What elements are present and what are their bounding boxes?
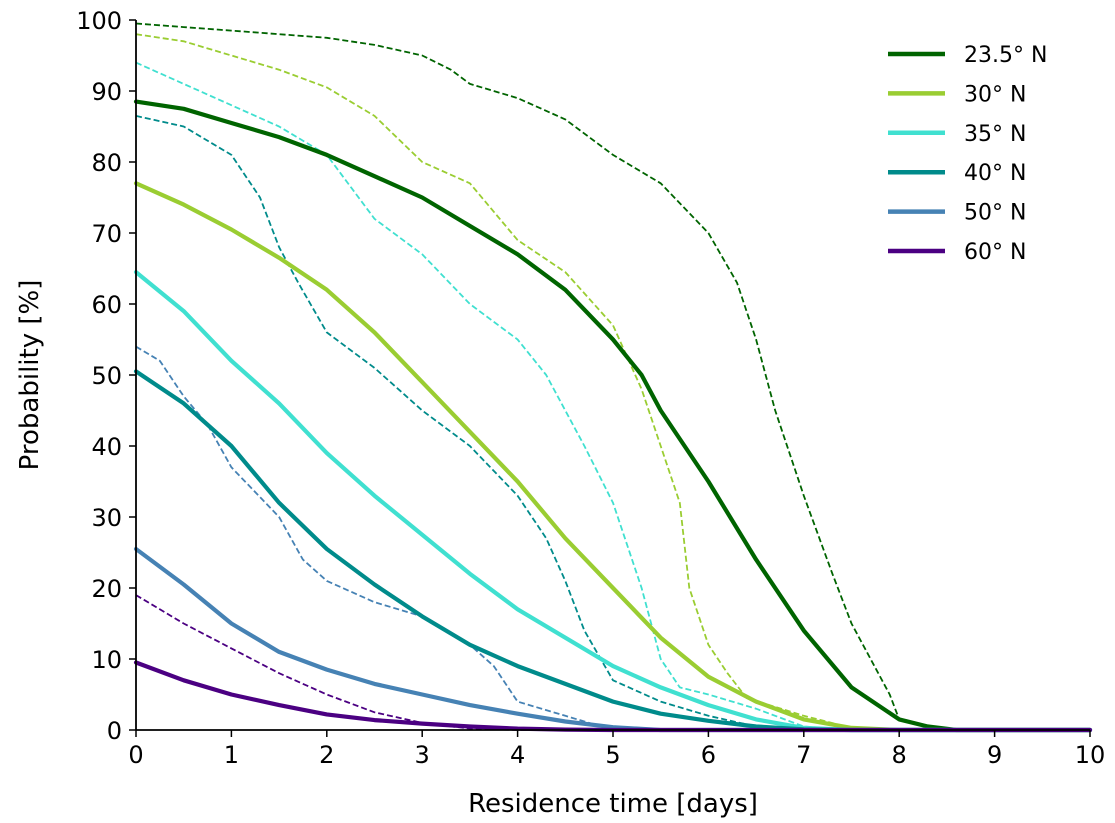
series-solid-line — [133, 369, 1093, 733]
x-ticks: 0 1 2 3 4 5 6 7 8 9 10 — [128, 730, 1105, 769]
x-tick-label: 4 — [510, 741, 525, 769]
x-tick-label: 1 — [224, 741, 239, 769]
series-dashed-line — [135, 61, 1090, 731]
x-tick-label: 6 — [701, 741, 716, 769]
series-dashed-line — [135, 33, 1090, 731]
x-axis-label: Residence time [days] — [468, 789, 758, 819]
series-dashed-line — [135, 115, 1090, 731]
x-tick-label: 10 — [1075, 741, 1106, 769]
y-ticks: 0 10 20 30 40 50 60 70 80 90 100 — [76, 7, 136, 745]
y-tick-label: 80 — [91, 149, 122, 177]
series-dashed-line — [135, 594, 1090, 731]
y-tick-label: 20 — [91, 575, 122, 603]
y-tick-label: 70 — [91, 220, 122, 248]
series-solid-line — [133, 181, 1093, 733]
y-tick-label: 0 — [107, 717, 122, 745]
x-tick-label: 0 — [128, 741, 143, 769]
y-tick-label: 100 — [76, 7, 122, 35]
y-tick-label: 30 — [91, 504, 122, 532]
legend-label: 30° N — [964, 82, 1026, 107]
series-solid-line — [133, 546, 1093, 733]
legend-label: 23.5° N — [964, 43, 1047, 68]
series-dashed-line — [135, 345, 1090, 731]
x-tick-label: 9 — [987, 741, 1002, 769]
y-tick-label: 40 — [91, 433, 122, 461]
y-tick-label: 50 — [91, 362, 122, 390]
legend-label: 50° N — [964, 201, 1026, 226]
series-dashed-line — [135, 22, 1090, 731]
x-tick-label: 7 — [796, 741, 811, 769]
series-layer — [133, 22, 1093, 733]
legend-label: 35° N — [964, 122, 1026, 147]
x-tick-label: 8 — [892, 741, 907, 769]
legend-label: 40° N — [964, 161, 1026, 186]
x-tick-label: 2 — [319, 741, 334, 769]
y-axis-label: Probability [%] — [15, 280, 45, 471]
x-tick-label: 5 — [605, 741, 620, 769]
y-tick-label: 10 — [91, 646, 122, 674]
legend: 23.5° N 30° N 35° N 40° N 50° N 60° N — [888, 43, 1047, 265]
y-tick-label: 90 — [91, 78, 122, 106]
x-tick-label: 3 — [415, 741, 430, 769]
y-tick-label: 60 — [91, 291, 122, 319]
legend-label: 60° N — [964, 240, 1026, 265]
series-solid-line — [133, 99, 1093, 733]
